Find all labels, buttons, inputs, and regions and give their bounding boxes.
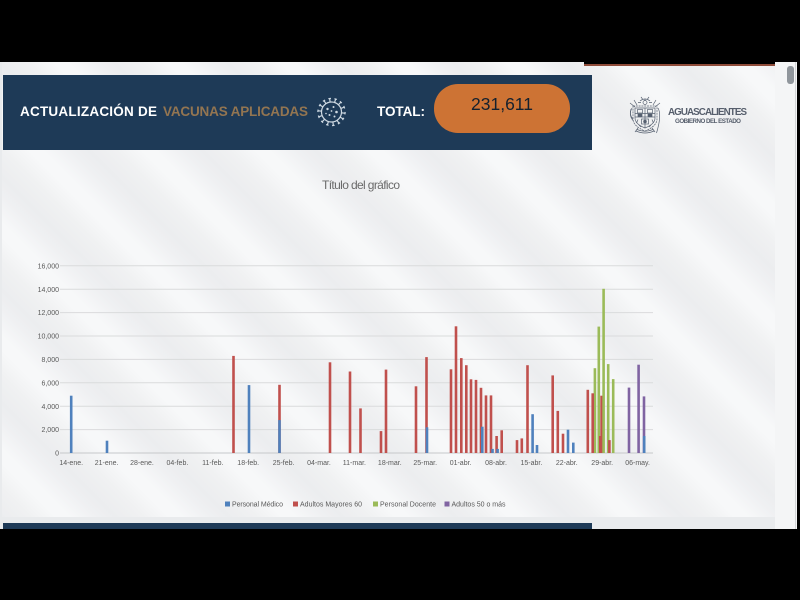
svg-text:0: 0 bbox=[55, 451, 59, 458]
svg-text:22-abr.: 22-abr. bbox=[556, 460, 578, 467]
svg-text:21-ene.: 21-ene. bbox=[95, 460, 119, 467]
svg-text:Título del gráfico: Título del gráfico bbox=[322, 178, 400, 192]
svg-text:06-may.: 06-may. bbox=[625, 460, 650, 467]
svg-text:08-abr.: 08-abr. bbox=[485, 460, 507, 467]
svg-text:6,000: 6,000 bbox=[41, 380, 59, 387]
svg-text:28-ene.: 28-ene. bbox=[130, 460, 154, 467]
svg-text:VACUNAS APLICADAS: VACUNAS APLICADAS bbox=[163, 104, 308, 119]
svg-text:Personal Docente: Personal Docente bbox=[380, 502, 436, 509]
svg-text:14-ene.: 14-ene. bbox=[59, 460, 83, 467]
svg-text:Adultos 50 o más: Adultos 50 o más bbox=[452, 502, 507, 509]
svg-text:25-feb.: 25-feb. bbox=[273, 460, 295, 467]
svg-text:16,000: 16,000 bbox=[38, 263, 60, 270]
svg-text:8,000: 8,000 bbox=[41, 357, 59, 364]
svg-text:4,000: 4,000 bbox=[41, 404, 59, 411]
svg-text:231,611: 231,611 bbox=[471, 94, 533, 114]
svg-text:2,000: 2,000 bbox=[41, 427, 59, 434]
svg-text:25-mar.: 25-mar. bbox=[413, 460, 437, 467]
svg-text:01-abr.: 01-abr. bbox=[450, 460, 472, 467]
svg-text:18-mar.: 18-mar. bbox=[378, 460, 402, 467]
svg-text:Adultos Mayores 60: Adultos Mayores 60 bbox=[300, 502, 362, 509]
svg-text:29-abr.: 29-abr. bbox=[591, 460, 613, 467]
svg-text:15-abr.: 15-abr. bbox=[521, 460, 543, 467]
svg-text:10,000: 10,000 bbox=[38, 334, 60, 341]
svg-text:GOBIERNO DEL ESTADO: GOBIERNO DEL ESTADO bbox=[675, 118, 741, 125]
svg-text:11-feb.: 11-feb. bbox=[202, 460, 223, 467]
svg-text:04-mar.: 04-mar. bbox=[307, 460, 331, 467]
svg-text:18-feb.: 18-feb. bbox=[237, 460, 259, 467]
svg-text:14,000: 14,000 bbox=[38, 287, 60, 294]
svg-text:ACTUALIZACIÓN DE: ACTUALIZACIÓN DE bbox=[20, 104, 157, 119]
svg-text:12,000: 12,000 bbox=[38, 310, 60, 317]
svg-text:AGUASCALIENTES: AGUASCALIENTES bbox=[668, 107, 747, 118]
svg-text:11-mar.: 11-mar. bbox=[343, 460, 366, 467]
svg-text:04-feb.: 04-feb. bbox=[167, 460, 189, 467]
svg-text:Personal Médico: Personal Médico bbox=[232, 502, 283, 509]
svg-text:TOTAL:: TOTAL: bbox=[377, 104, 425, 119]
